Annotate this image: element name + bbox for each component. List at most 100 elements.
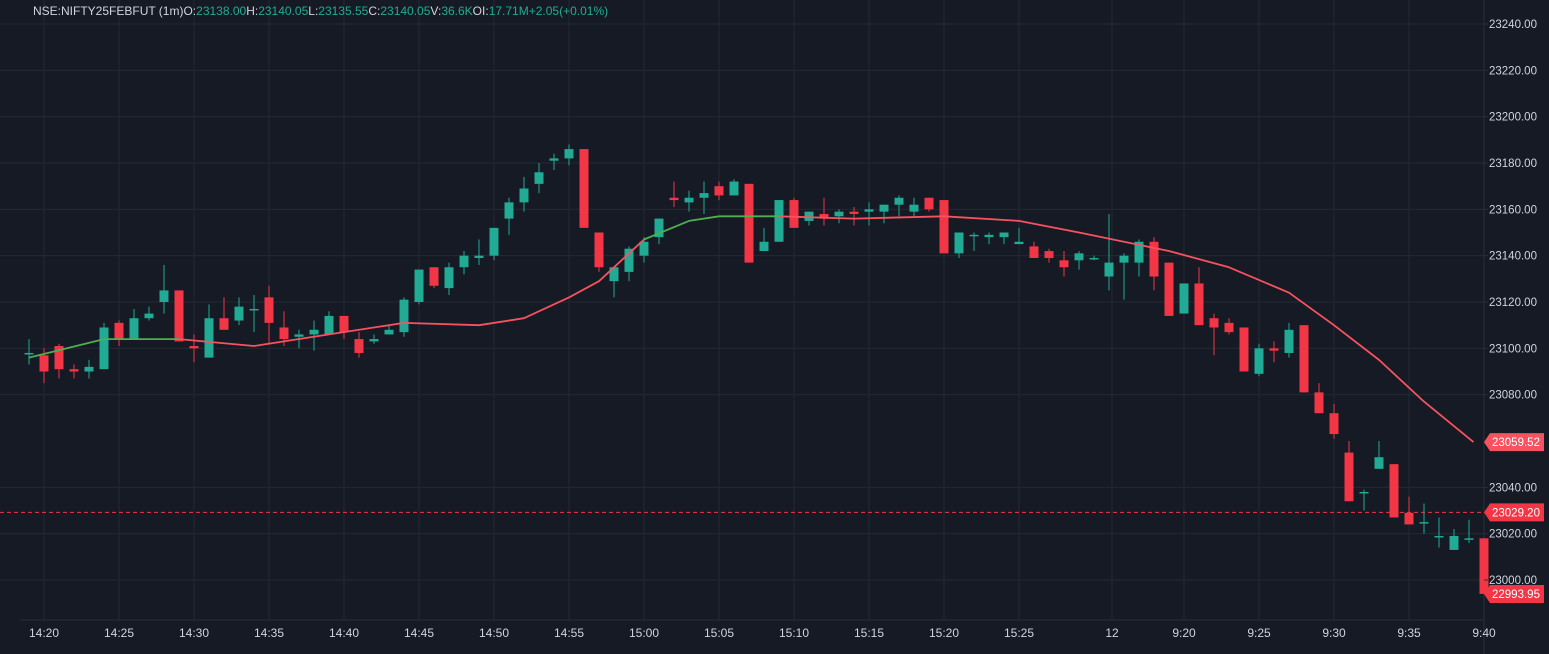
candle-body[interactable] <box>849 211 859 214</box>
candle-body[interactable] <box>1254 348 1264 374</box>
candle-body[interactable] <box>339 315 349 333</box>
candle-body[interactable] <box>714 186 724 196</box>
candle-body[interactable] <box>924 197 934 210</box>
candle-body[interactable] <box>114 322 124 340</box>
candle-body[interactable] <box>759 241 769 252</box>
candle-body[interactable] <box>639 241 649 256</box>
candle-body[interactable] <box>984 234 994 238</box>
candle-body[interactable] <box>1434 535 1444 538</box>
candle-body[interactable] <box>1014 241 1024 245</box>
candle-body[interactable] <box>459 255 469 268</box>
candle-body[interactable] <box>1119 255 1129 263</box>
candle-body[interactable] <box>999 232 1009 238</box>
candle-body[interactable] <box>1344 452 1354 502</box>
candle-body[interactable] <box>309 329 319 335</box>
candle-body[interactable] <box>1224 322 1234 333</box>
candle-body[interactable] <box>399 299 409 333</box>
candle-body[interactable] <box>144 313 154 319</box>
symbol-label[interactable]: NSE:NIFTY25FEBFUT (1m) <box>33 4 184 18</box>
candle-body[interactable] <box>819 213 829 219</box>
candle-body[interactable] <box>939 200 949 254</box>
candle-body[interactable] <box>534 172 544 184</box>
candle-body[interactable] <box>1389 464 1399 518</box>
candle-body[interactable] <box>1194 283 1204 326</box>
candle-body[interactable] <box>519 188 529 203</box>
candle-body[interactable] <box>1269 348 1279 351</box>
candle-body[interactable] <box>909 204 919 212</box>
candle-body[interactable] <box>549 158 559 161</box>
candle-body[interactable] <box>894 197 904 205</box>
candle-body[interactable] <box>264 297 274 323</box>
candle-body[interactable] <box>1374 457 1384 469</box>
candle-body[interactable] <box>99 327 109 370</box>
candle-body[interactable] <box>864 209 874 212</box>
candle-body[interactable] <box>624 248 634 272</box>
candle-body[interactable] <box>1209 318 1219 328</box>
candle-body[interactable] <box>564 149 574 159</box>
candle-body[interactable] <box>129 318 139 340</box>
candle-body[interactable] <box>249 308 259 311</box>
candle-body[interactable] <box>234 306 244 321</box>
candle-body[interactable] <box>1359 491 1369 494</box>
candle-body[interactable] <box>219 318 229 330</box>
candle-body[interactable] <box>669 197 679 201</box>
candle-body[interactable] <box>1164 262 1174 316</box>
candle-body[interactable] <box>69 369 79 372</box>
candle-body[interactable] <box>354 339 364 353</box>
candle-body[interactable] <box>1104 262 1114 277</box>
candle-body[interactable] <box>1329 413 1339 435</box>
candle-body[interactable] <box>729 181 739 196</box>
candle-body[interactable] <box>1464 538 1474 540</box>
candle-body[interactable] <box>1074 253 1084 261</box>
candle-body[interactable] <box>1029 246 1039 258</box>
candle-body[interactable] <box>1179 283 1189 314</box>
candle-body[interactable] <box>879 204 889 212</box>
candle-body[interactable] <box>1149 241 1159 277</box>
candle-body[interactable] <box>474 255 484 258</box>
candle-body[interactable] <box>1284 329 1294 353</box>
candle-body[interactable] <box>954 232 964 254</box>
candle-body[interactable] <box>1479 538 1489 594</box>
candle-body[interactable] <box>24 352 34 355</box>
candle-body[interactable] <box>159 290 169 303</box>
candle-body[interactable] <box>684 197 694 203</box>
candle-body[interactable] <box>789 200 799 228</box>
candle-body[interactable] <box>1419 522 1429 524</box>
candle-body[interactable] <box>489 227 499 256</box>
candle-body[interactable] <box>1089 257 1099 260</box>
candle-body[interactable] <box>429 267 439 286</box>
candle-body[interactable] <box>609 267 619 282</box>
candle-body[interactable] <box>444 267 454 289</box>
candle-body[interactable] <box>1299 325 1309 393</box>
candle-body[interactable] <box>744 183 754 263</box>
candle-body[interactable] <box>174 290 184 342</box>
candle-body[interactable] <box>834 211 844 217</box>
candle-body[interactable] <box>294 334 304 337</box>
candle-body[interactable] <box>969 234 979 237</box>
candle-body[interactable] <box>384 329 394 335</box>
candle-body[interactable] <box>594 232 604 268</box>
candle-body[interactable] <box>774 200 784 242</box>
candle-body[interactable] <box>1449 535 1459 550</box>
candle-body[interactable] <box>579 149 589 228</box>
candle-body[interactable] <box>204 318 214 358</box>
candle-body[interactable] <box>369 339 379 342</box>
candle-body[interactable] <box>54 346 64 370</box>
candle-body[interactable] <box>699 193 709 198</box>
candle-body[interactable] <box>1059 260 1069 268</box>
candle-body[interactable] <box>279 327 289 340</box>
candle-body[interactable] <box>654 218 664 238</box>
candle-body[interactable] <box>1239 327 1249 372</box>
candle-body[interactable] <box>39 355 49 372</box>
candle-body[interactable] <box>504 202 514 219</box>
candle-body[interactable] <box>189 346 199 349</box>
candle-body[interactable] <box>414 269 424 303</box>
candle-body[interactable] <box>1314 392 1324 414</box>
candle-body[interactable] <box>1404 512 1414 525</box>
candle-body[interactable] <box>84 366 94 372</box>
candle-body[interactable] <box>1134 241 1144 263</box>
candle-body[interactable] <box>1044 251 1054 258</box>
candle-body[interactable] <box>804 211 814 221</box>
